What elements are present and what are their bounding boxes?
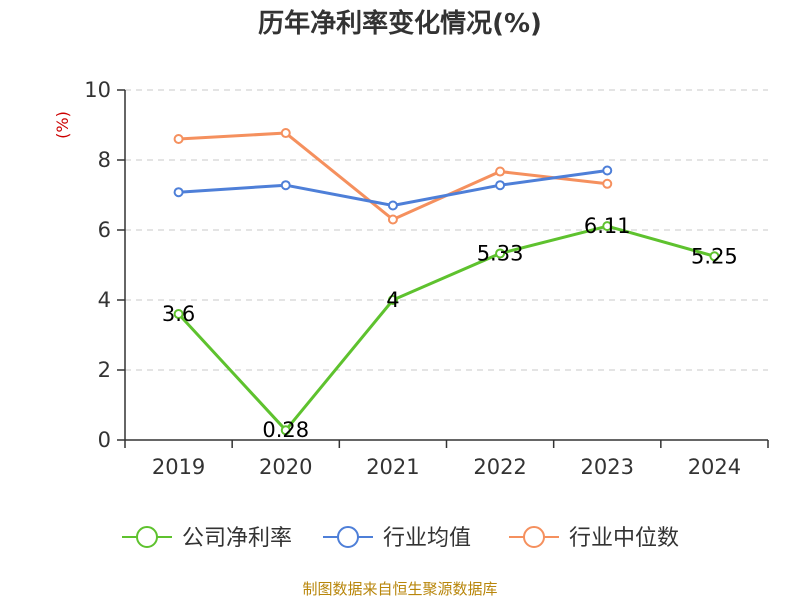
data-point: [173, 187, 184, 198]
x-tick-label: 2023: [581, 455, 634, 479]
data-label: 0.28: [262, 418, 309, 442]
legend-label: 行业均值: [383, 526, 471, 551]
y-tick-label: 4: [98, 288, 111, 312]
legend-label: 行业中位数: [569, 526, 679, 551]
data-point: [495, 248, 506, 259]
x-tick-label: 2021: [366, 455, 419, 479]
data-point: [602, 221, 613, 232]
data-point: [280, 425, 291, 436]
data-label: 3.6: [162, 302, 195, 326]
data-point: [173, 309, 184, 319]
data-point: [495, 180, 506, 191]
y-axis-ticks: 0 2 4 6 8 10: [84, 78, 125, 452]
legend-marker: [337, 526, 359, 548]
y-tick-label: 2: [98, 358, 111, 382]
axes: [124, 90, 768, 441]
data-point: [387, 200, 398, 211]
data-point: [602, 178, 613, 189]
series-line: [177, 224, 715, 432]
y-tick-label: 10: [84, 78, 111, 102]
y-tick-label: 0: [98, 428, 111, 452]
x-tick-label: 2024: [688, 455, 741, 479]
x-tick-label: 2020: [259, 455, 312, 479]
chart-title: 历年净利率变化情况(%): [258, 8, 542, 39]
x-tick-label: 2019: [152, 455, 205, 479]
x-tick-label: 2022: [473, 455, 526, 479]
data-point: [602, 165, 613, 176]
y-tick-label: 6: [98, 218, 111, 242]
data-point: [280, 128, 291, 139]
y-tick-label: 8: [98, 148, 111, 172]
data-label: 5.25: [691, 244, 738, 268]
data-labels: 3.6 0.28 4 5.33 6.11 5.25: [162, 214, 738, 442]
legend: 公司净利率 行业均值 行业中位数: [122, 526, 679, 551]
data-label: 4: [386, 288, 399, 312]
data-point: [709, 251, 720, 262]
series-layer: [173, 128, 720, 436]
gridlines: [125, 89, 768, 371]
data-point: [173, 134, 184, 144]
data-point: [495, 166, 506, 177]
y-axis-label: (%): [53, 111, 72, 139]
data-point: [387, 214, 398, 225]
x-axis-ticks: 2019 2020 2021 2022 2023 2024: [124, 440, 769, 479]
data-point: [387, 295, 398, 305]
legend-marker: [136, 526, 158, 548]
legend-label: 公司净利率: [182, 526, 292, 551]
legend-marker: [523, 526, 545, 548]
data-point: [280, 180, 291, 191]
source-note: 制图数据来自恒生聚源数据库: [302, 580, 497, 598]
data-label: 5.33: [477, 241, 524, 265]
data-label: 6.11: [584, 214, 631, 238]
